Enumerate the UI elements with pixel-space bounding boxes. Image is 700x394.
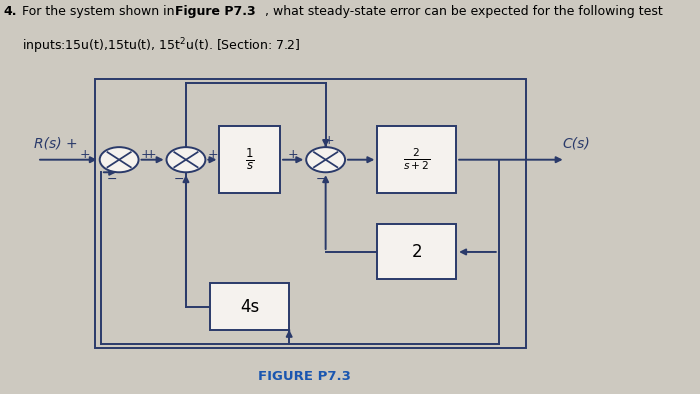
- Text: 2: 2: [412, 243, 422, 261]
- FancyBboxPatch shape: [210, 283, 289, 331]
- Circle shape: [306, 147, 345, 172]
- Text: +: +: [207, 149, 218, 162]
- Text: $\frac{2}{s+2}$: $\frac{2}{s+2}$: [403, 147, 430, 173]
- Text: −: −: [174, 173, 184, 186]
- FancyBboxPatch shape: [377, 225, 456, 279]
- Text: Figure P7.3: Figure P7.3: [175, 5, 256, 18]
- Text: +: +: [146, 149, 157, 162]
- Circle shape: [99, 147, 139, 172]
- Text: +: +: [288, 149, 298, 162]
- Text: For the system shown in: For the system shown in: [22, 5, 178, 18]
- FancyBboxPatch shape: [219, 126, 280, 193]
- Text: −: −: [106, 173, 117, 186]
- Text: +: +: [323, 134, 334, 147]
- FancyBboxPatch shape: [377, 126, 456, 193]
- Text: +: +: [79, 149, 90, 162]
- Text: +: +: [141, 149, 151, 162]
- Text: inputs:15u(t),15tu(t), 15t$^2$u(t). [Section: 7.2]: inputs:15u(t),15tu(t), 15t$^2$u(t). [Sec…: [22, 36, 300, 56]
- Text: C(s): C(s): [563, 137, 590, 151]
- Text: , what steady-state error can be expected for the following test: , what steady-state error can be expecte…: [265, 5, 663, 18]
- Text: FIGURE P7.3: FIGURE P7.3: [258, 370, 351, 383]
- Text: −: −: [316, 173, 326, 186]
- Text: R(s) +: R(s) +: [34, 137, 78, 151]
- Circle shape: [167, 147, 205, 172]
- Text: 4s: 4s: [240, 298, 259, 316]
- Text: 4.: 4.: [4, 5, 18, 18]
- Text: $\frac{1}{s}$: $\frac{1}{s}$: [245, 147, 254, 172]
